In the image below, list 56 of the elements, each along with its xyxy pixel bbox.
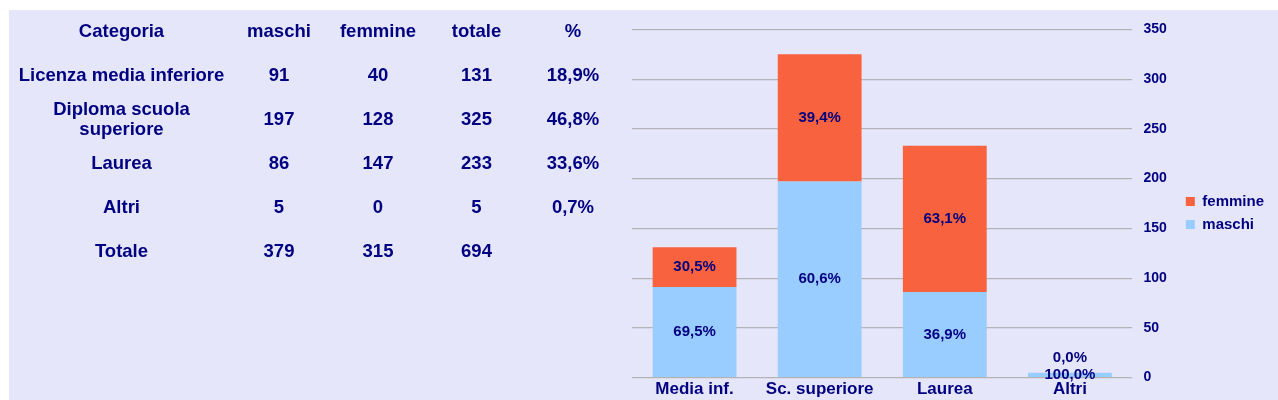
data-label: 5	[272, 195, 286, 219]
bar	[902, 292, 987, 377]
y-tick-label: 200	[1143, 169, 1168, 186]
y-tick-label: 300	[1143, 70, 1168, 86]
data-label: 147	[361, 151, 395, 175]
data-label: 46,8%	[545, 107, 601, 131]
x-tick-label: Media inf.	[655, 379, 734, 399]
data-label: 33,6%	[545, 151, 601, 175]
x-tick-label: Sc. superiore	[765, 379, 874, 399]
legend-label: femmine	[1202, 191, 1264, 209]
text: maschi	[246, 19, 312, 43]
annotation: 36,9%	[923, 324, 967, 342]
bar	[652, 247, 737, 288]
text: totale	[450, 19, 503, 43]
data-label: 128	[361, 107, 395, 131]
data-label: 379	[262, 239, 296, 263]
data-label: 315	[361, 239, 395, 263]
y-tick-label: 50	[1143, 318, 1160, 335]
y-tick-label: 350	[1143, 20, 1168, 37]
annotation: 100,0%	[1044, 364, 1096, 382]
annotation: 63,1%	[923, 209, 967, 227]
annotation: 30,5%	[673, 257, 716, 275]
text: Categoria	[77, 19, 166, 43]
data-label: 233	[460, 151, 493, 175]
annotation: 39,4%	[798, 108, 841, 126]
category-label: Diploma scuola superiore	[52, 97, 191, 141]
category-label: Altri	[102, 195, 141, 219]
category-label: Laurea	[90, 151, 153, 175]
x-tick-label: Laurea	[916, 379, 974, 399]
category-label: Licenza media inferiore	[17, 63, 226, 87]
data-label: 694	[460, 239, 493, 263]
data-label: 0,7%	[550, 195, 596, 219]
data-label: 0	[371, 195, 385, 219]
data-label: 131	[460, 63, 493, 87]
annotation: 0,0%	[1052, 347, 1087, 365]
category-label: Totale	[93, 239, 150, 263]
legend-label: maschi	[1202, 214, 1255, 232]
text: femmine	[338, 19, 418, 43]
data-label: 5	[470, 195, 483, 219]
y-tick-label: 150	[1143, 219, 1168, 236]
y-tick-label: 100	[1143, 268, 1168, 285]
y-tick-label: 0	[1143, 368, 1152, 385]
data-label: 18,9%	[545, 63, 601, 87]
data-label: 325	[460, 107, 493, 131]
bar	[652, 287, 737, 377]
bar	[777, 54, 862, 182]
annotation: 69,5%	[673, 322, 716, 340]
data-label: 197	[262, 107, 296, 131]
data-label: 40	[366, 63, 390, 87]
data-label: 86	[267, 151, 291, 175]
text: %	[563, 19, 583, 43]
bar	[902, 145, 987, 293]
y-tick-label: 250	[1143, 119, 1168, 136]
bar	[777, 181, 862, 377]
annotation: 60,6%	[798, 269, 841, 287]
data-label: 91	[267, 63, 291, 87]
